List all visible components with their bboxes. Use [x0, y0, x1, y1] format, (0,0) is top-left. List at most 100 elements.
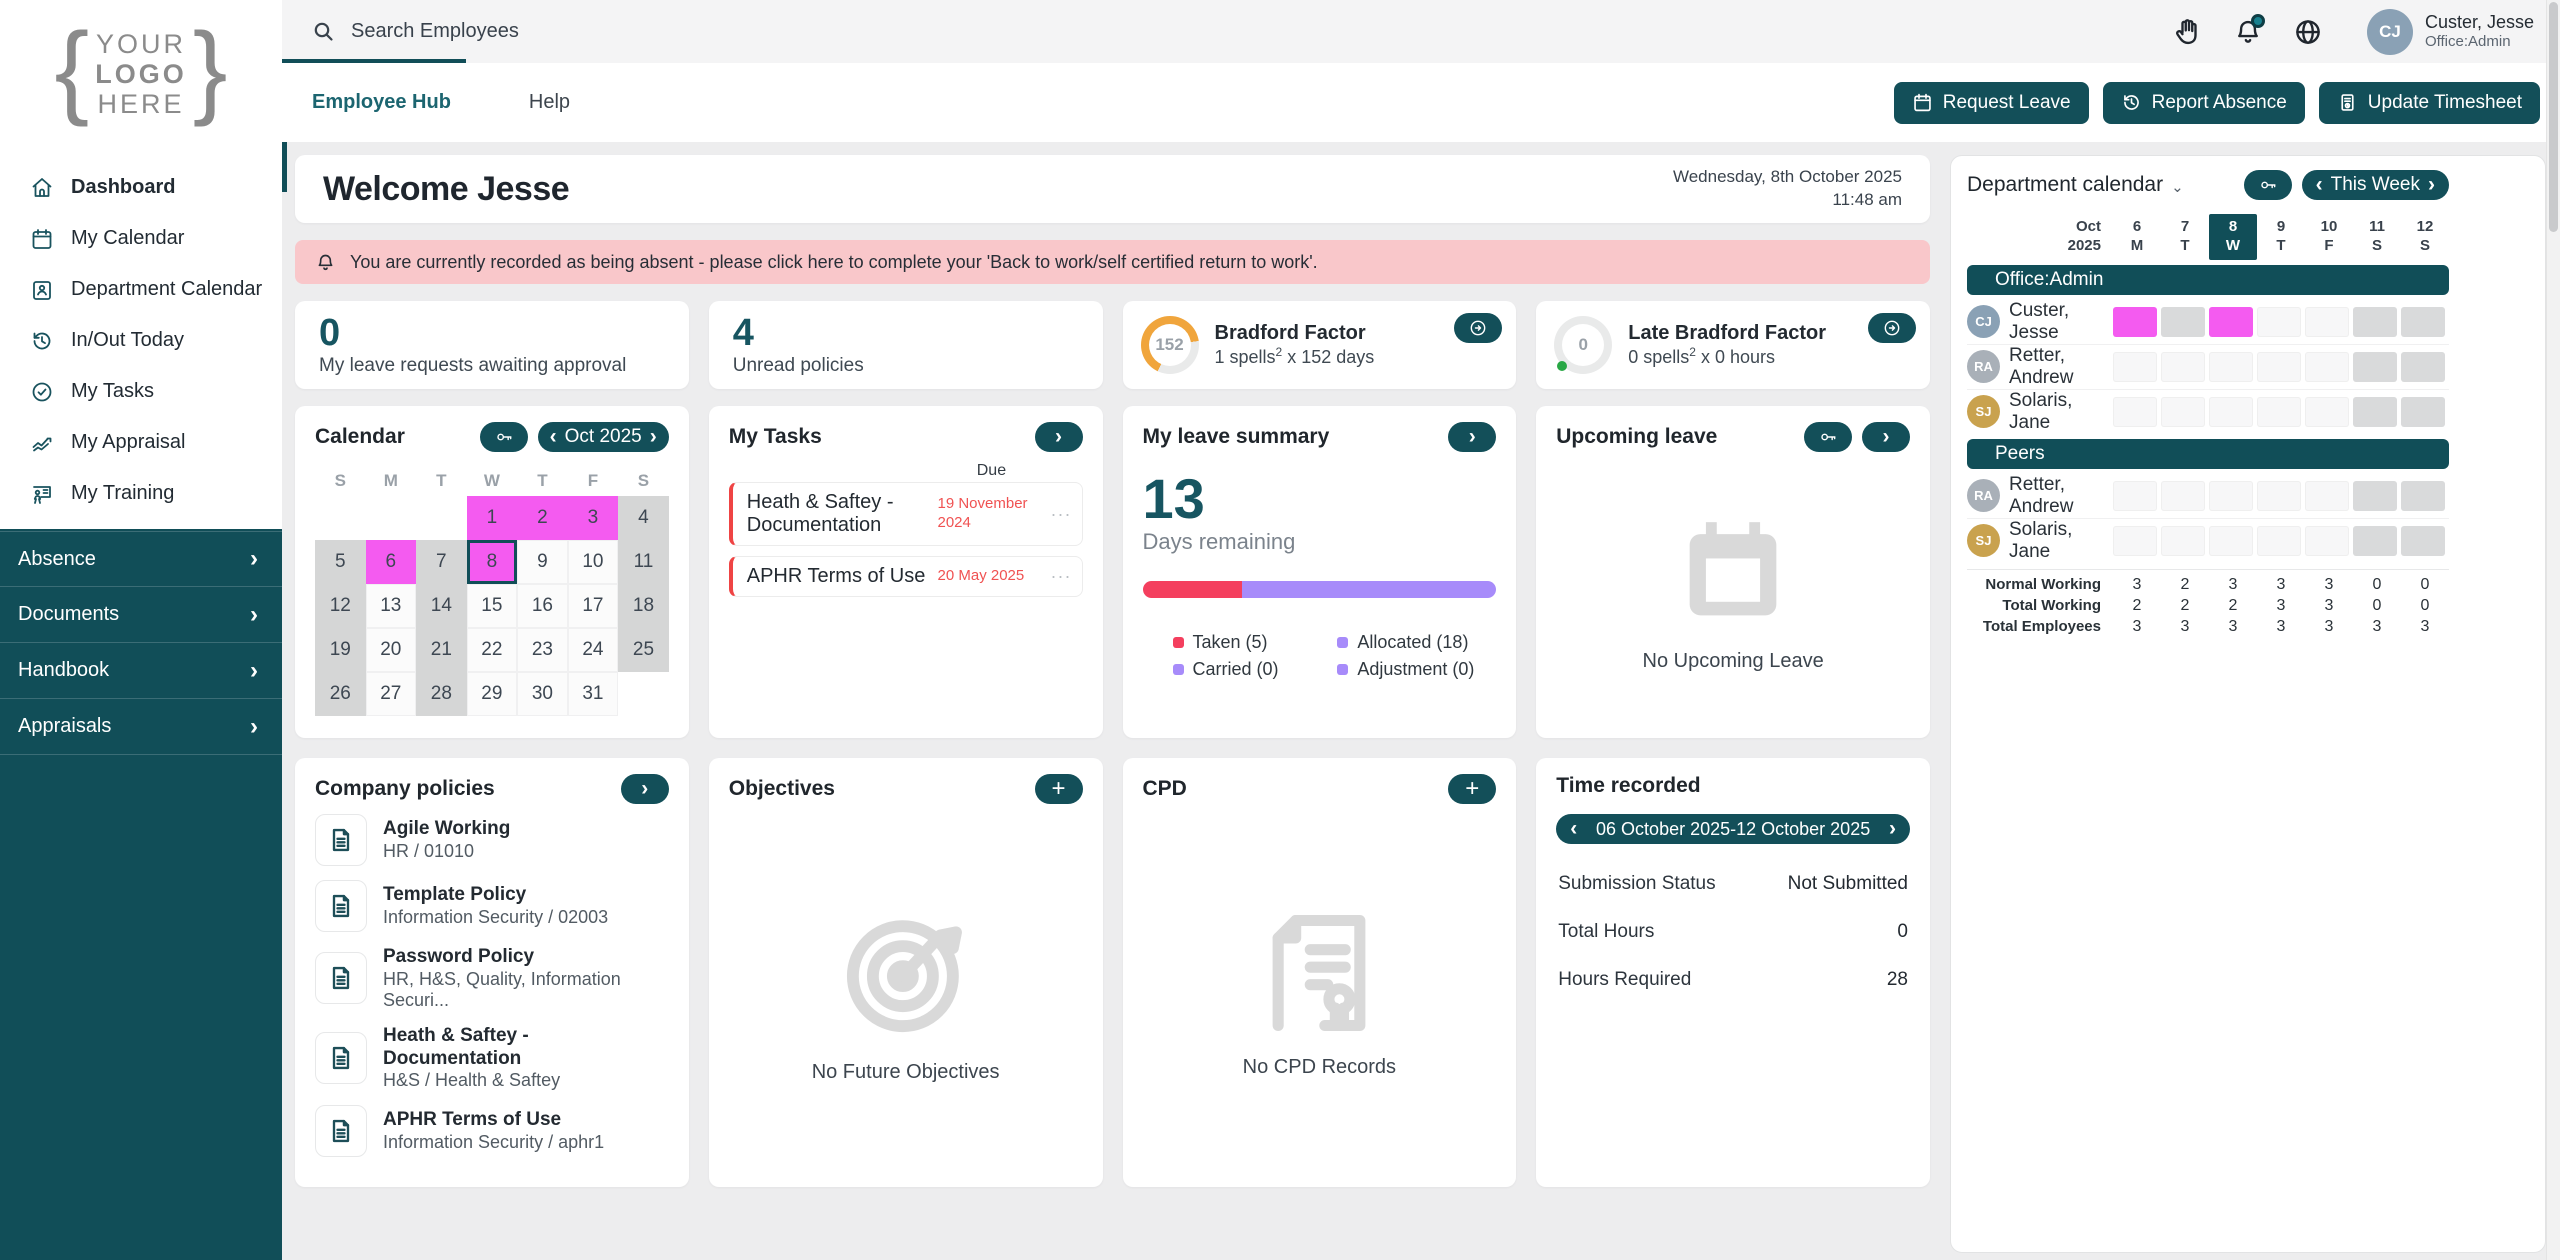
sidebar-item-label: Absence	[18, 548, 96, 571]
calendar-day-cell[interactable]: 17	[568, 584, 619, 628]
calendar-day-cell[interactable]: 6	[366, 540, 417, 584]
task-due-date: 20 May 2025	[938, 567, 1042, 586]
absence-alert-banner[interactable]: You are currently recorded as being abse…	[295, 240, 1930, 284]
calendar-day-cell[interactable]: 13	[366, 584, 417, 628]
calendar-day-cell[interactable]: 16	[517, 584, 568, 628]
calendar-day-cell[interactable]: 18	[618, 584, 669, 628]
sidebar-item-department-calendar[interactable]: Department Calendar	[0, 264, 282, 315]
calendar-day-cell[interactable]: 3	[568, 496, 619, 540]
language-button[interactable]	[2293, 17, 2323, 47]
calendar-month-nav[interactable]: ‹ Oct 2025 ›	[538, 422, 669, 452]
search-input[interactable]	[351, 20, 851, 43]
calendar-day-cell[interactable]: 2	[517, 496, 568, 540]
summary-divider	[1967, 569, 2449, 570]
late-bradford-expand-button[interactable]	[1868, 313, 1916, 343]
presentation-icon	[30, 482, 54, 506]
add-cpd-button[interactable]: +	[1448, 774, 1496, 804]
calendar-day-cell[interactable]: 24	[568, 628, 619, 672]
calendar-day-cell[interactable]: 26	[315, 672, 366, 716]
calendar-day-cell[interactable]: 14	[416, 584, 467, 628]
dept-day-cell	[2209, 397, 2253, 427]
calendar-day-cell[interactable]: 22	[467, 628, 518, 672]
next-month-icon[interactable]: ›	[650, 426, 657, 447]
key-icon	[494, 427, 514, 447]
notifications-button[interactable]	[2233, 17, 2263, 47]
sidebar-item-handbook[interactable]: Handbook ›	[0, 643, 282, 699]
calendar-day-cell[interactable]: 8	[467, 540, 518, 584]
calendar-day-cell[interactable]: 21	[416, 628, 467, 672]
sidebar-item-appraisals[interactable]: Appraisals ›	[0, 699, 282, 755]
wave-hand-button[interactable]	[2173, 17, 2203, 47]
legend-label: Carried (0)	[1193, 659, 1279, 680]
department-calendar-selector[interactable]: Department calendar ⌄	[1967, 173, 2184, 197]
calendar-day-cell[interactable]: 11	[618, 540, 669, 584]
sidebar-item-my-training[interactable]: My Training	[0, 468, 282, 519]
prev-month-icon[interactable]: ‹	[550, 426, 557, 447]
task-menu-button[interactable]: ···	[1042, 566, 1072, 587]
policies-open-button[interactable]: ›	[621, 774, 669, 804]
sidebar-item-documents[interactable]: Documents ›	[0, 587, 282, 643]
update-timesheet-button[interactable]: Update Timesheet	[2319, 82, 2540, 124]
page-scrollbar[interactable]	[2546, 0, 2560, 1260]
task-row[interactable]: APHR Terms of Use20 May 2025···	[729, 556, 1083, 597]
calendar-day-cell[interactable]: 5	[315, 540, 366, 584]
prev-week-icon[interactable]: ‹	[2316, 174, 2323, 195]
next-week-icon[interactable]: ›	[2428, 174, 2435, 195]
dept-member-name: SJSolaris, Jane	[1967, 519, 2113, 563]
tasks-open-button[interactable]: ›	[1035, 422, 1083, 452]
calendar-day-cell[interactable]: 12	[315, 584, 366, 628]
scrollbar-thumb[interactable]	[2549, 2, 2558, 232]
policy-item[interactable]: Password PolicyHR, H&S, Quality, Informa…	[315, 946, 669, 1011]
bradford-expand-button[interactable]	[1454, 313, 1502, 343]
calendar-day-cell[interactable]: 7	[416, 540, 467, 584]
dept-member-name: RARetter, Andrew	[1967, 474, 2113, 518]
logo-left-brace: {	[55, 18, 90, 122]
timesheet-period-nav[interactable]: ‹ 06 October 2025-12 October 2025 ›	[1556, 814, 1910, 844]
calendar-key-button[interactable]	[480, 422, 528, 452]
prev-period-icon[interactable]: ‹	[1570, 818, 1577, 839]
sidebar-item-in-out-today[interactable]: In/Out Today	[0, 315, 282, 366]
calendar-day-cell[interactable]: 27	[366, 672, 417, 716]
sidebar-item-absence[interactable]: Absence ›	[0, 531, 282, 587]
target-illustration	[831, 898, 981, 1053]
request-leave-button[interactable]: Request Leave	[1894, 82, 2089, 124]
dept-week-nav[interactable]: ‹ This Week ›	[2302, 170, 2449, 200]
calendar-day-cell[interactable]: 30	[517, 672, 568, 716]
summary-value: 3	[2113, 618, 2161, 639]
logo-line-3: HERE	[97, 89, 184, 119]
calendar-day-cell[interactable]: 25	[618, 628, 669, 672]
policy-item[interactable]: Agile WorkingHR / 01010	[315, 814, 669, 866]
employee-search[interactable]	[312, 20, 2173, 44]
policy-item[interactable]: APHR Terms of UseInformation Security / …	[315, 1105, 669, 1157]
calendar-day-cell[interactable]: 19	[315, 628, 366, 672]
sidebar-item-dashboard[interactable]: Dashboard	[0, 162, 282, 213]
sidebar-item-my-appraisal[interactable]: My Appraisal	[0, 417, 282, 468]
calendar-day-cell[interactable]: 9	[517, 540, 568, 584]
policy-item[interactable]: Template PolicyInformation Security / 02…	[315, 880, 669, 932]
user-menu[interactable]: CJ Custer, Jesse Office:Admin	[2367, 9, 2534, 55]
task-menu-button[interactable]: ···	[1042, 504, 1072, 525]
leave-summary-open-button[interactable]: ›	[1448, 422, 1496, 452]
tab-employee-hub[interactable]: Employee Hub	[312, 91, 451, 114]
calendar-icon	[30, 227, 54, 251]
sidebar-item-my-calendar[interactable]: My Calendar	[0, 213, 282, 264]
calendar-day-cell[interactable]: 23	[517, 628, 568, 672]
calendar-day-cell[interactable]: 31	[568, 672, 619, 716]
calendar-day-cell[interactable]: 29	[467, 672, 518, 716]
tab-help[interactable]: Help	[529, 91, 570, 114]
calendar-day-cell[interactable]: 15	[467, 584, 518, 628]
dept-calendar-key-button[interactable]	[2244, 170, 2292, 200]
next-period-icon[interactable]: ›	[1889, 818, 1896, 839]
calendar-day-cell[interactable]: 20	[366, 628, 417, 672]
calendar-day-cell[interactable]: 4	[618, 496, 669, 540]
report-absence-button[interactable]: Report Absence	[2103, 82, 2305, 124]
upcoming-leave-open-button[interactable]: ›	[1862, 422, 1910, 452]
task-row[interactable]: Heath & Saftey - Documentation19 Novembe…	[729, 482, 1083, 546]
calendar-day-cell[interactable]: 10	[568, 540, 619, 584]
calendar-day-cell[interactable]: 1	[467, 496, 518, 540]
upcoming-leave-key-button[interactable]	[1804, 422, 1852, 452]
add-objective-button[interactable]: +	[1035, 774, 1083, 804]
sidebar-item-my-tasks[interactable]: My Tasks	[0, 366, 282, 417]
policy-item[interactable]: Heath & Saftey - DocumentationH&S / Heal…	[315, 1025, 669, 1092]
calendar-day-cell[interactable]: 28	[416, 672, 467, 716]
